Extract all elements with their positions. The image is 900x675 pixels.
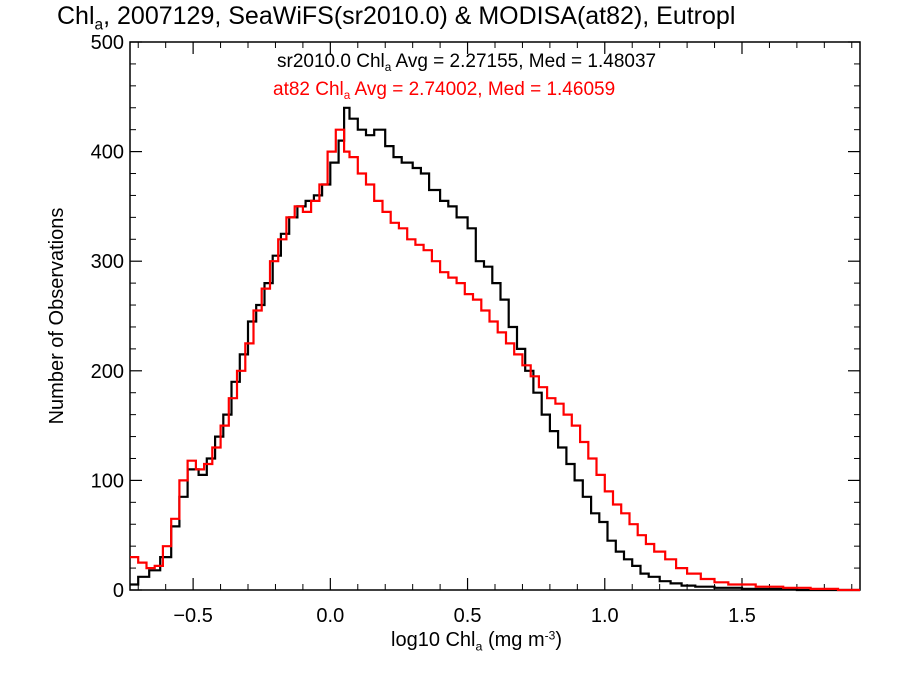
plot-frame [129, 41, 861, 591]
stats-red-subscript: a [343, 89, 351, 103]
xlabel-subscript: a [475, 639, 483, 654]
xlabel-part-1: log10 Chl [391, 629, 476, 651]
stats-black-subscript: a [384, 61, 392, 75]
x-tick-label: 0.0 [316, 605, 344, 627]
chart-title: Chla, 2007129, SeaWiFS(sr2010.0) & MODIS… [57, 1, 736, 34]
stats-annotation-at82: at82 Chla Avg = 2.74002, Med = 1.46059 [273, 78, 615, 102]
x-axis-title: log10 Chla (mg m-3) [391, 627, 562, 653]
stats-annotation-sr2010: sr2010.0 Chla Avg = 2.27155, Med = 1.480… [277, 50, 656, 74]
series-layer [130, 106, 860, 592]
axis-ticks: 0 100 200 300 400 500 −0.5 0.0 0.5 1.0 1.5 [91, 32, 860, 627]
stats-black-part-1: sr2010.0 Chl [277, 51, 385, 72]
y-tick-label: 400 [91, 142, 124, 164]
title-part-2: , 2007129, SeaWiFS(sr2010.0) & MODISA(at… [103, 2, 736, 30]
x-tick-label: 1.5 [728, 605, 756, 627]
x-tick-label: 1.0 [591, 605, 619, 627]
y-tick-label: 300 [91, 251, 124, 273]
y-axis-title: Number of Observations [46, 207, 68, 425]
stats-red-part-1: at82 Chl [273, 79, 344, 100]
y-tick-label: 100 [91, 470, 124, 492]
y-tick-label: 500 [91, 32, 124, 54]
xlabel-part-2: (mg m [482, 629, 545, 651]
series-line-at82 [130, 128, 860, 592]
x-tick-label: −0.5 [173, 605, 212, 627]
stats-black-part-2: Avg = 2.27155, Med = 1.48037 [391, 51, 657, 72]
x-tick-label: 0.5 [454, 605, 482, 627]
stats-red-part-2: Avg = 2.74002, Med = 1.46059 [350, 79, 616, 100]
xlabel-part-3: ) [555, 629, 562, 651]
title-subscript: a [94, 16, 104, 34]
title-part-1: Chl [57, 2, 95, 30]
series-line-sr2010.0 [130, 106, 860, 592]
y-tick-label: 0 [113, 580, 124, 602]
xlabel-superscript: -3 [544, 628, 556, 643]
y-tick-label: 200 [91, 361, 124, 383]
